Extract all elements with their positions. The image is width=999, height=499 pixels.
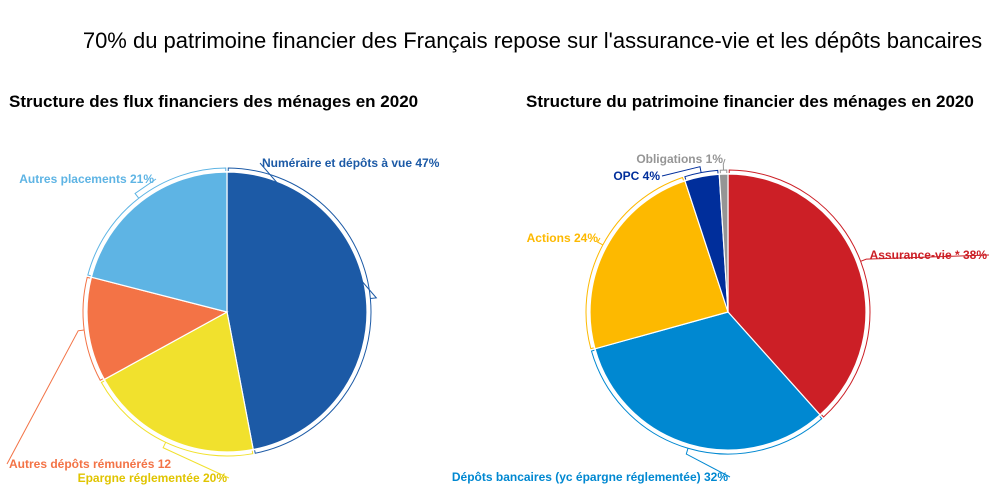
left-slice-numeraire-et-depots-a-vue [226, 171, 368, 451]
left-slice-autres-placements-bracket [87, 167, 227, 277]
right-slice-actions-label: Actions 24% [527, 231, 599, 245]
left-slice-autres-placements [90, 171, 228, 313]
left-slice-autres-depots-remuneres-bracket [82, 276, 104, 381]
left-slice-epargne-reglementee-connector [162, 442, 230, 479]
right-slice-opc-label: OPC 4% [613, 169, 660, 183]
page-title: 70% du patrimoine financier des Français… [82, 28, 983, 53]
left-slice-autres-placements-label: Autres placements 21% [19, 172, 154, 186]
left-slice-numeraire-et-depots-a-vue-connector [259, 162, 378, 299]
right-chart-title: Structure du patrimoine financier des mé… [526, 92, 974, 111]
left-slice-autres-depots-remuneres [86, 276, 229, 381]
right-slice-depots-bancaires-yc-epargne-reglementee-label: Dépôts bancaires (yc épargne réglementée… [452, 470, 728, 484]
right-slice-depots-bancaires-yc-epargne-reglementee-bracket [590, 349, 823, 455]
left-slice-numeraire-et-depots-a-vue-label: Numéraire et dépôts à vue 47% [262, 156, 440, 170]
left-chart-title: Structure des flux financiers des ménage… [9, 92, 419, 111]
right-slice-obligations [718, 173, 729, 313]
right-slice-actions [589, 180, 729, 350]
left-pie-chart: Numéraire et dépôts à vue 47% Epargne rég… [6, 156, 440, 485]
right-pie-chart: Assurance-vie * 38% Dépôts bancaires (yc … [452, 152, 990, 484]
right-slice-depots-bancaires-yc-epargne-reglementee [594, 311, 821, 451]
right-slice-depots-bancaires-yc-epargne-reglementee-connector [685, 448, 731, 478]
right-slice-assurance-vie-label: Assurance-vie * 38% [870, 248, 988, 262]
left-slice-autres-depots-remuneres-connector [6, 329, 85, 465]
right-slice-assurance-vie-bracket [728, 169, 871, 418]
right-slice-actions-connector [596, 237, 604, 246]
left-slice-epargne-reglementee-bracket [100, 380, 254, 457]
right-slice-obligations-label: Obligations 1% [636, 152, 723, 166]
left-slice-autres-placements-connector [134, 178, 157, 199]
right-slice-obligations-connector [722, 158, 726, 171]
left-slice-epargne-reglementee [103, 311, 254, 453]
right-slice-opc-connector [661, 166, 702, 177]
right-slice-obligations-bracket [719, 169, 728, 174]
left-slice-autres-depots-remuneres-label: Autres dépôts rémunérés 12 [9, 457, 171, 471]
right-slice-actions-bracket [585, 176, 684, 350]
left-slice-epargne-reglementee-label: Epargne réglementée 20% [78, 471, 228, 485]
right-slice-assurance-vie-connector [860, 254, 990, 262]
right-slice-assurance-vie [727, 173, 867, 416]
left-slice-numeraire-et-depots-a-vue-bracket [227, 167, 372, 454]
